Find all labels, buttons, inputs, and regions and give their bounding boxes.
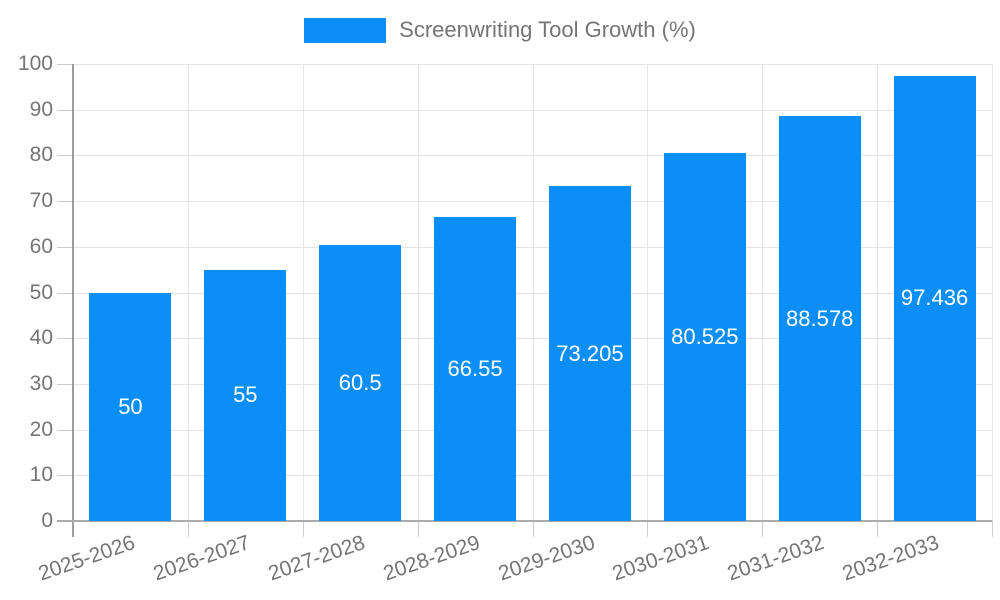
- y-tick-label: 20: [29, 417, 53, 441]
- x-tick-label: 2029-2030: [494, 531, 598, 586]
- bar-value-label: 88.578: [786, 305, 854, 331]
- x-axis-tick: [762, 521, 764, 537]
- y-axis-tick: [57, 292, 73, 294]
- x-axis-tick: [647, 521, 649, 537]
- bar: 60.5: [319, 244, 402, 521]
- gridline-vertical: [417, 64, 419, 521]
- y-tick-label: 80: [29, 143, 53, 167]
- y-axis-tick: [57, 155, 73, 157]
- bar: 50: [89, 292, 172, 521]
- x-axis-tick: [992, 521, 993, 537]
- bar-value-label: 60.5: [338, 369, 382, 395]
- x-tick-label: 2025-2026: [35, 531, 138, 586]
- gridline-vertical: [187, 64, 189, 521]
- x-tick-label: 2030-2031: [609, 531, 713, 586]
- y-tick-label: 30: [29, 371, 53, 395]
- x-tick-label: 2031-2032: [724, 531, 828, 586]
- x-tick-label: 2026-2027: [150, 531, 253, 586]
- gridline-vertical: [532, 64, 534, 521]
- bar-value-label: 80.525: [671, 323, 739, 349]
- y-tick-label: 60: [29, 234, 53, 258]
- x-axis-tick: [532, 521, 534, 537]
- y-axis-tick: [57, 429, 73, 431]
- bar: 80.525: [663, 153, 746, 521]
- x-tick-label: 2027-2028: [265, 531, 368, 586]
- y-axis-tick: [57, 338, 73, 340]
- bar: 88.578: [778, 116, 861, 521]
- gridline-vertical: [992, 64, 993, 521]
- bar-value-label: 97.436: [900, 285, 969, 311]
- x-axis-tick: [302, 521, 304, 537]
- y-axis-line: [72, 64, 74, 537]
- x-axis-tick: [877, 521, 879, 537]
- x-axis-tick: [417, 521, 419, 537]
- y-tick-label: 70: [29, 189, 53, 213]
- bar: 55: [204, 269, 287, 521]
- chart-legend: Screenwriting Tool Growth (%): [0, 17, 1000, 43]
- gridline-vertical: [647, 64, 649, 521]
- gridline-vertical: [302, 64, 304, 521]
- legend-label: Screenwriting Tool Growth (%): [399, 17, 696, 42]
- y-axis-tick: [57, 383, 73, 385]
- x-axis-line: [57, 520, 992, 522]
- x-tick-label: 2028-2029: [380, 531, 483, 586]
- y-tick-label: 0: [41, 509, 53, 532]
- x-tick-label: 2032-2033: [839, 531, 943, 586]
- bar: 97.436: [893, 75, 976, 521]
- y-tick-label: 100: [17, 52, 53, 75]
- bar-value-label: 66.55: [447, 355, 503, 381]
- y-tick-label: 40: [29, 326, 53, 350]
- bar: 66.55: [434, 216, 517, 521]
- bar-value-label: 50: [118, 393, 143, 419]
- y-axis-tick: [57, 201, 73, 203]
- y-tick-label: 10: [29, 463, 53, 487]
- legend-swatch: [304, 17, 387, 43]
- y-tick-label: 50: [29, 280, 53, 304]
- y-axis-tick: [57, 475, 73, 477]
- y-axis-tick: [57, 246, 73, 248]
- bar-value-label: 73.205: [556, 340, 624, 366]
- x-axis-tick: [187, 521, 189, 537]
- gridline-vertical: [762, 64, 764, 521]
- y-tick-label: 90: [29, 97, 53, 121]
- bar: 73.205: [548, 186, 631, 521]
- gridline-vertical: [877, 64, 879, 521]
- y-axis-tick: [57, 64, 73, 65]
- bar-value-label: 55: [233, 382, 258, 408]
- y-axis-tick: [57, 109, 73, 111]
